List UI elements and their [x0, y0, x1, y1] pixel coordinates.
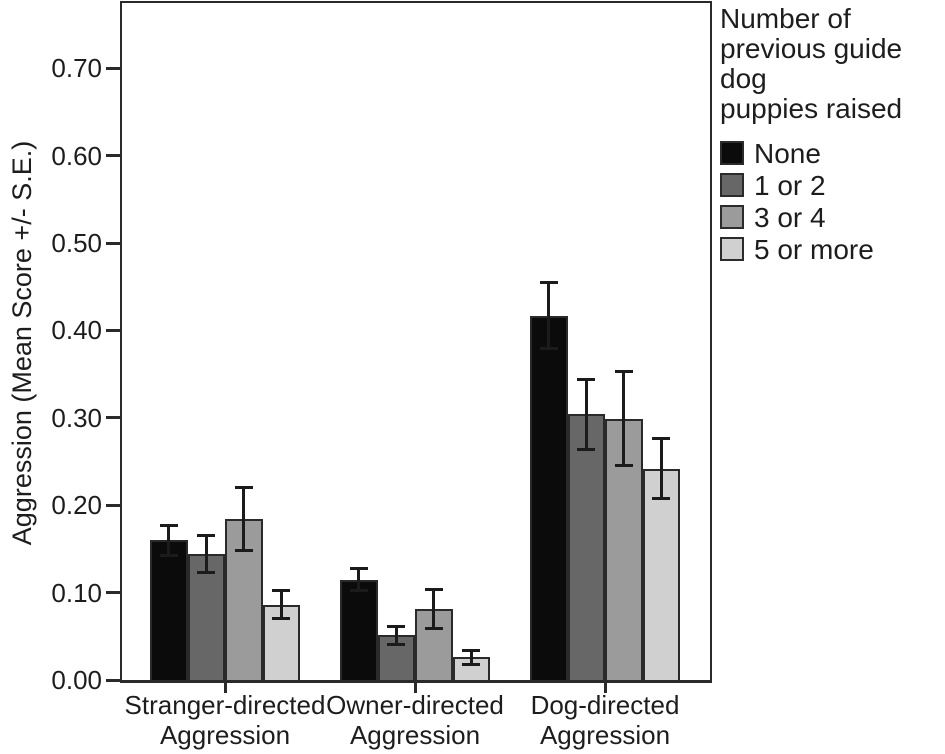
- legend-item-label: None: [754, 137, 821, 169]
- y-axis-tick: [106, 503, 122, 507]
- error-bar-cap-top: [424, 588, 443, 592]
- error-bar-line: [167, 525, 171, 556]
- legend: Number of previous guide dog puppies rai…: [720, 4, 945, 265]
- error-bar-cap-bottom: [197, 571, 216, 574]
- error-bar-cap-bottom: [272, 617, 291, 621]
- y-axis-tick-label: 0.10: [51, 577, 102, 608]
- error-bar-cap-top: [349, 566, 368, 570]
- error-bar-line: [584, 379, 588, 450]
- error-bar-cap-top: [272, 589, 291, 593]
- error-bar-line: [242, 487, 246, 551]
- error-bar-cap-bottom: [614, 464, 633, 468]
- legend-item-label: 5 or more: [754, 233, 874, 265]
- legend-swatch: [720, 237, 744, 261]
- bar: [415, 609, 453, 680]
- legend-item: None: [720, 137, 945, 169]
- bar: [150, 540, 188, 680]
- error-bar-cap-top: [652, 437, 671, 441]
- y-axis-tick: [106, 66, 122, 70]
- legend-item: 5 or more: [720, 233, 945, 265]
- y-axis-tick: [106, 241, 122, 245]
- legend-title: Number of previous guide dog puppies rai…: [720, 3, 903, 124]
- error-bar-line: [469, 650, 473, 665]
- legend-swatch: [720, 173, 744, 197]
- y-axis-tick-label: 0.00: [51, 665, 102, 695]
- legend-item: 3 or 4: [720, 201, 945, 233]
- bar: [642, 468, 680, 680]
- error-bar-cap-bottom: [234, 549, 253, 553]
- error-bar-cap-top: [462, 648, 481, 652]
- bar: [567, 414, 605, 680]
- y-axis-tick-label: 0.40: [51, 315, 102, 346]
- error-bar-cap-bottom: [159, 553, 178, 557]
- y-axis-tick-label: 0.60: [51, 140, 102, 171]
- legend-swatch: [720, 205, 744, 229]
- bar: [340, 579, 378, 680]
- x-axis-category-label: Owner-directed Aggression: [326, 690, 504, 750]
- y-axis-tick-label: 0.70: [51, 53, 102, 84]
- error-bar-cap-top: [159, 523, 178, 527]
- error-bar-cap-top: [577, 377, 596, 381]
- error-bar-cap-bottom: [652, 496, 671, 500]
- legend-item: 1 or 2: [720, 169, 945, 201]
- legend-item-label: 3 or 4: [754, 201, 826, 233]
- x-axis-category-label: Dog-directed Aggression: [530, 690, 680, 750]
- bar: [187, 554, 225, 680]
- error-bar-cap-bottom: [462, 662, 481, 666]
- error-bar-cap-top: [197, 534, 216, 538]
- error-bar-line: [432, 589, 436, 629]
- y-axis-tick-label: 0.20: [51, 490, 102, 521]
- y-axis-tick: [106, 154, 122, 158]
- error-bar-cap-bottom: [349, 589, 368, 593]
- error-bar-line: [279, 590, 283, 619]
- y-axis-tick-label: 0.30: [51, 402, 102, 433]
- legend-item-label: 1 or 2: [754, 169, 826, 201]
- error-bar-line: [659, 438, 663, 499]
- x-axis-tick: [603, 683, 607, 693]
- error-bar-cap-bottom: [424, 626, 443, 630]
- error-bar-line: [204, 535, 208, 573]
- x-axis-tick: [413, 683, 417, 693]
- error-bar-line: [394, 626, 398, 645]
- error-bar-cap-bottom: [577, 447, 596, 451]
- error-bar-line: [547, 282, 551, 349]
- error-bar-cap-top: [539, 280, 558, 284]
- y-axis-tick: [106, 416, 122, 420]
- bar: [530, 315, 568, 680]
- error-bar-line: [357, 568, 361, 591]
- plot-area: [120, 1, 712, 683]
- error-bar-cap-bottom: [539, 347, 558, 351]
- y-axis-tick: [106, 328, 122, 332]
- y-axis-tick-label: 0.50: [51, 228, 102, 258]
- y-axis-tick: [106, 678, 122, 682]
- error-bar-line: [622, 371, 626, 466]
- error-bar-cap-bottom: [387, 642, 406, 646]
- legend-swatch: [720, 141, 744, 165]
- x-axis-tick: [223, 683, 227, 693]
- error-bar-cap-top: [234, 486, 253, 490]
- error-bar-cap-top: [387, 625, 406, 629]
- y-axis-tick: [106, 591, 122, 595]
- error-bar-cap-top: [614, 369, 633, 373]
- x-axis-category-label: Stranger-directed Aggression: [124, 690, 326, 750]
